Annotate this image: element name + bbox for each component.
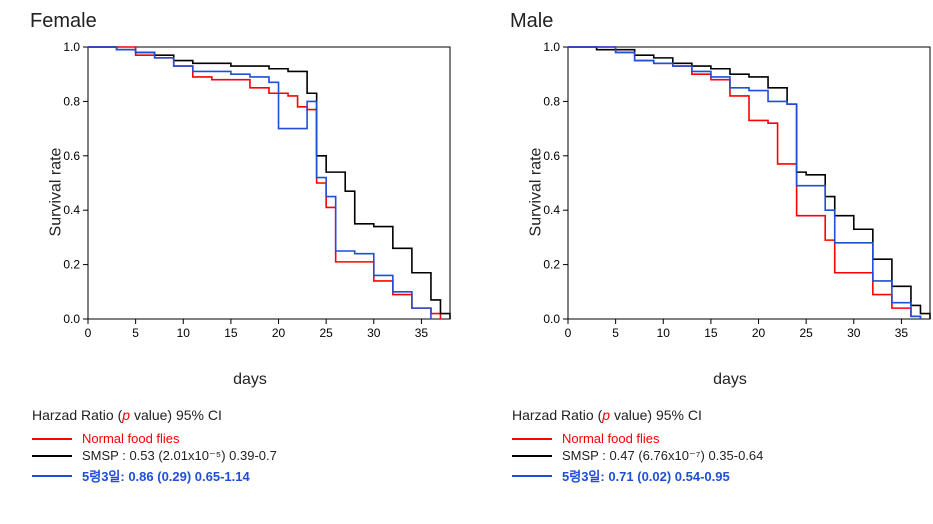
female-svg: 0 5 10 15 20 25 30 35 0.0 0.2 0.4 0.6 0.8 1.0 [40, 37, 460, 347]
svg-text:10: 10 [657, 326, 671, 340]
svg-text:25: 25 [799, 326, 813, 340]
male-ylabel: Survival rate [527, 148, 545, 237]
legend-label-smsp-m: SMSP : 0.47 (6.76x10⁻⁷) 0.35-0.64 [562, 448, 763, 464]
svg-text:35: 35 [895, 326, 909, 340]
female-title: Female [20, 10, 460, 33]
female-panel: Female 0 5 10 15 20 25 30 35 0.0 0.2 0.4 0.6 0.8 1.0 … [20, 10, 460, 487]
legend-row-normal: Normal food flies [32, 431, 460, 446]
svg-text:35: 35 [415, 326, 429, 340]
svg-text:1.0: 1.0 [63, 40, 80, 54]
legend-label-smsp: SMSP : 0.53 (2.01x10⁻⁵) 0.39-0.7 [82, 448, 277, 464]
legend-label-normal: Normal food flies [82, 431, 180, 446]
legend-line-smsp-m [512, 455, 552, 457]
legend-line-five-m [512, 475, 552, 477]
legend-line-five [32, 475, 72, 477]
svg-text:0.2: 0.2 [63, 258, 80, 272]
female-plot: 0 5 10 15 20 25 30 35 0.0 0.2 0.4 0.6 0.8 1.0 Surviva… [40, 37, 460, 347]
svg-text:5: 5 [612, 326, 619, 340]
male-xlabel: days [713, 371, 747, 389]
svg-text:0.6: 0.6 [63, 149, 80, 163]
male-stats-title: Harzad Ratio (p value) 95% CI [512, 407, 933, 423]
svg-text:0.0: 0.0 [543, 312, 560, 326]
svg-text:0.8: 0.8 [63, 94, 80, 108]
svg-text:0.8: 0.8 [543, 94, 560, 108]
svg-text:0.6: 0.6 [543, 149, 560, 163]
legend-label-five: 5령3일: 0.86 (0.29) 0.65-1.14 [82, 466, 250, 485]
svg-text:0.4: 0.4 [63, 203, 80, 217]
svg-text:25: 25 [319, 326, 333, 340]
male-plot: 0 5 10 15 20 25 30 35 0.0 0.2 0.4 0.6 0.8 1.0 Surviva… [520, 37, 933, 347]
svg-text:5: 5 [132, 326, 139, 340]
female-stats: Harzad Ratio (p value) 95% CI Normal foo… [32, 407, 460, 485]
svg-text:0.2: 0.2 [543, 258, 560, 272]
legend-line-normal-m [512, 438, 552, 440]
svg-text:20: 20 [752, 326, 766, 340]
female-ylabel: Survival rate [47, 148, 65, 237]
legend-row-normal-m: Normal food flies [512, 431, 933, 446]
svg-text:20: 20 [272, 326, 286, 340]
svg-text:0.0: 0.0 [63, 312, 80, 326]
svg-text:0: 0 [565, 326, 572, 340]
legend-label-normal-m: Normal food flies [562, 431, 660, 446]
svg-text:30: 30 [847, 326, 861, 340]
legend-line-smsp [32, 455, 72, 457]
legend-row-five-m: 5령3일: 0.71 (0.02) 0.54-0.95 [512, 466, 933, 485]
female-stats-title: Harzad Ratio (p value) 95% CI [32, 407, 460, 423]
svg-text:15: 15 [224, 326, 238, 340]
legend-line-normal [32, 438, 72, 440]
male-panel: Male 0 5 10 15 20 25 30 35 0.0 0.2 0.4 0.6 0.8 1.0 Su… [500, 10, 933, 487]
legend-row-smsp: SMSP : 0.53 (2.01x10⁻⁵) 0.39-0.7 [32, 448, 460, 464]
male-title: Male [500, 10, 933, 33]
svg-text:30: 30 [367, 326, 381, 340]
svg-text:15: 15 [704, 326, 718, 340]
legend-row-smsp-m: SMSP : 0.47 (6.76x10⁻⁷) 0.35-0.64 [512, 448, 933, 464]
svg-text:10: 10 [177, 326, 191, 340]
svg-text:0.4: 0.4 [543, 203, 560, 217]
male-svg: 0 5 10 15 20 25 30 35 0.0 0.2 0.4 0.6 0.8 1.0 [520, 37, 933, 347]
svg-text:0: 0 [85, 326, 92, 340]
male-stats: Harzad Ratio (p value) 95% CI Normal foo… [512, 407, 933, 485]
svg-text:1.0: 1.0 [543, 40, 560, 54]
female-xlabel: days [233, 371, 267, 389]
legend-row-five: 5령3일: 0.86 (0.29) 0.65-1.14 [32, 466, 460, 485]
legend-label-five-m: 5령3일: 0.71 (0.02) 0.54-0.95 [562, 466, 730, 485]
